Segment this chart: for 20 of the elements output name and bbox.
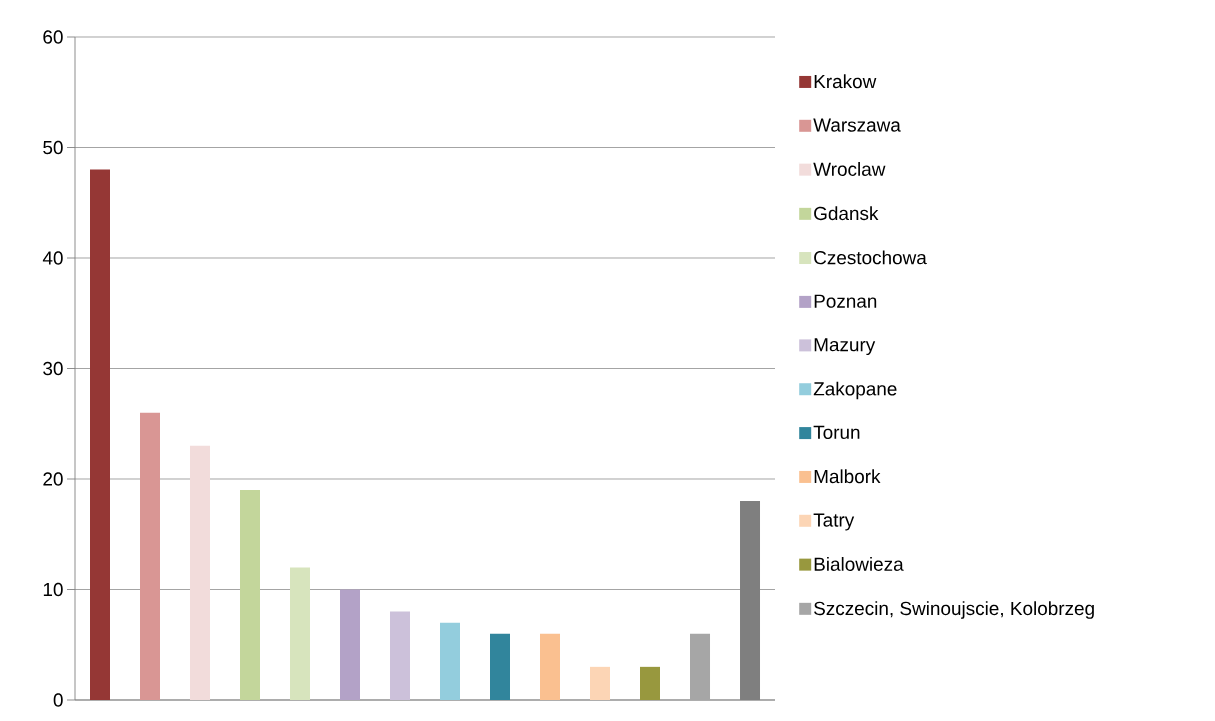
y-tick-label: 30 [43,361,63,376]
legend-label: Tatry [813,513,855,531]
legend-label: Warszawa [813,118,901,132]
y-tick-label: 50 [43,140,63,155]
y-tick-label: 60 [43,30,63,44]
legend-label: Gdansk [814,206,879,221]
legend-label: Bialowieza [814,557,904,571]
y-tick-label: 20 [43,472,63,486]
legend-label: Zakopane [813,381,897,400]
y-tick-label: 40 [42,251,63,265]
legend-label: Mazury [814,338,876,356]
y-tick-label: 10 [43,582,63,597]
legend-label: Krakow [814,74,877,89]
legend-label: Wroclaw [813,162,886,176]
legend-label: Poznan [814,294,877,308]
y-tick-label: 0 [53,693,63,707]
legend-label: Torun [813,425,860,440]
legend-label: Szczecin, Swinoujscie, Kolobrzeg [814,601,1094,619]
legend-label: Malbork [814,469,881,484]
legend-label: Czestochowa [814,250,927,265]
